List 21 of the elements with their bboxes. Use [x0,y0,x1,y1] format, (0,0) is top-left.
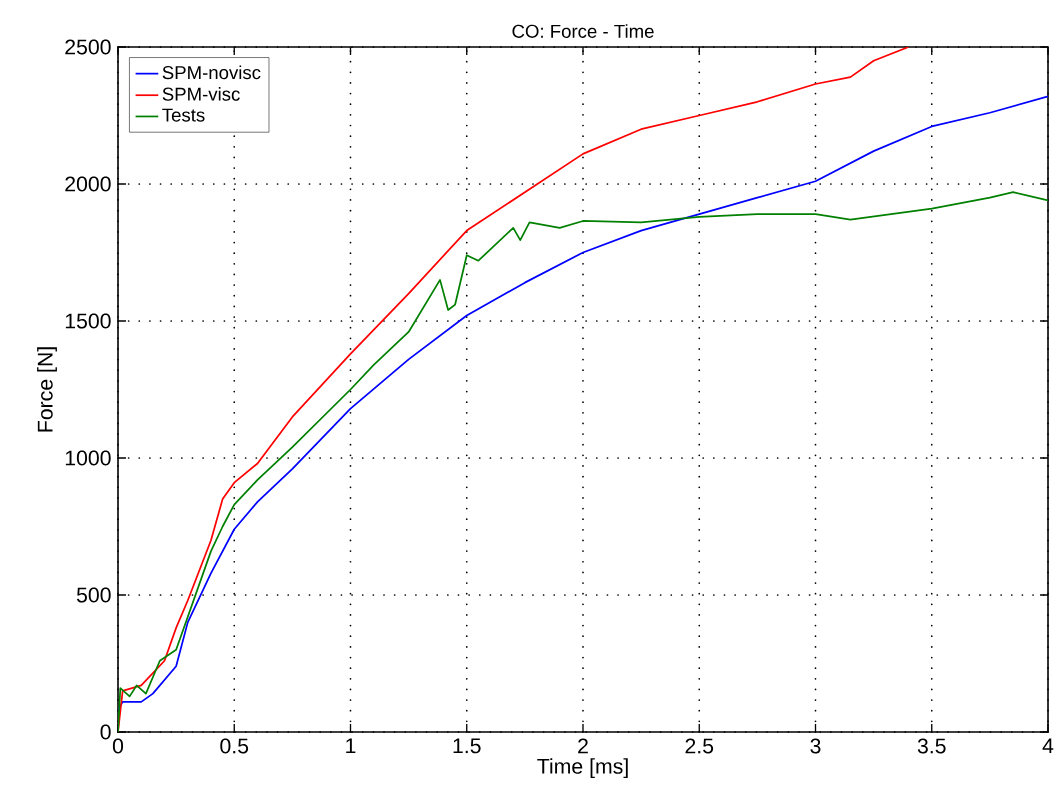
legend-label: Tests [162,108,205,122]
y-tick-label: 1500 [65,313,111,329]
x-tick-label: 1.5 [453,738,481,754]
x-tick-label: 4 [1042,738,1054,754]
x-tick-label: 0 [112,738,124,754]
y-tick-label: 2500 [65,39,111,55]
x-axis-title: Time [ms] [537,758,628,779]
x-tick-label: 1 [346,738,356,754]
x-tick-label: 2 [578,738,588,754]
chart-title: CO: Force - Time [512,24,654,38]
y-tick-label: 500 [76,587,111,603]
y-tick-label: 2000 [65,176,111,192]
y-tick-label: 1000 [65,450,111,466]
x-tick-label: 3 [810,738,821,754]
x-tick-label: 3.5 [917,738,946,754]
x-tick-label: 2.5 [685,738,714,754]
legend-label: SPM-novisc [162,65,261,80]
y-axis-title: Force [N] [37,347,57,432]
x-tick-label: 0.5 [220,738,249,754]
legend-label: SPM-visc [162,87,240,101]
y-tick-label: 0 [100,724,111,740]
